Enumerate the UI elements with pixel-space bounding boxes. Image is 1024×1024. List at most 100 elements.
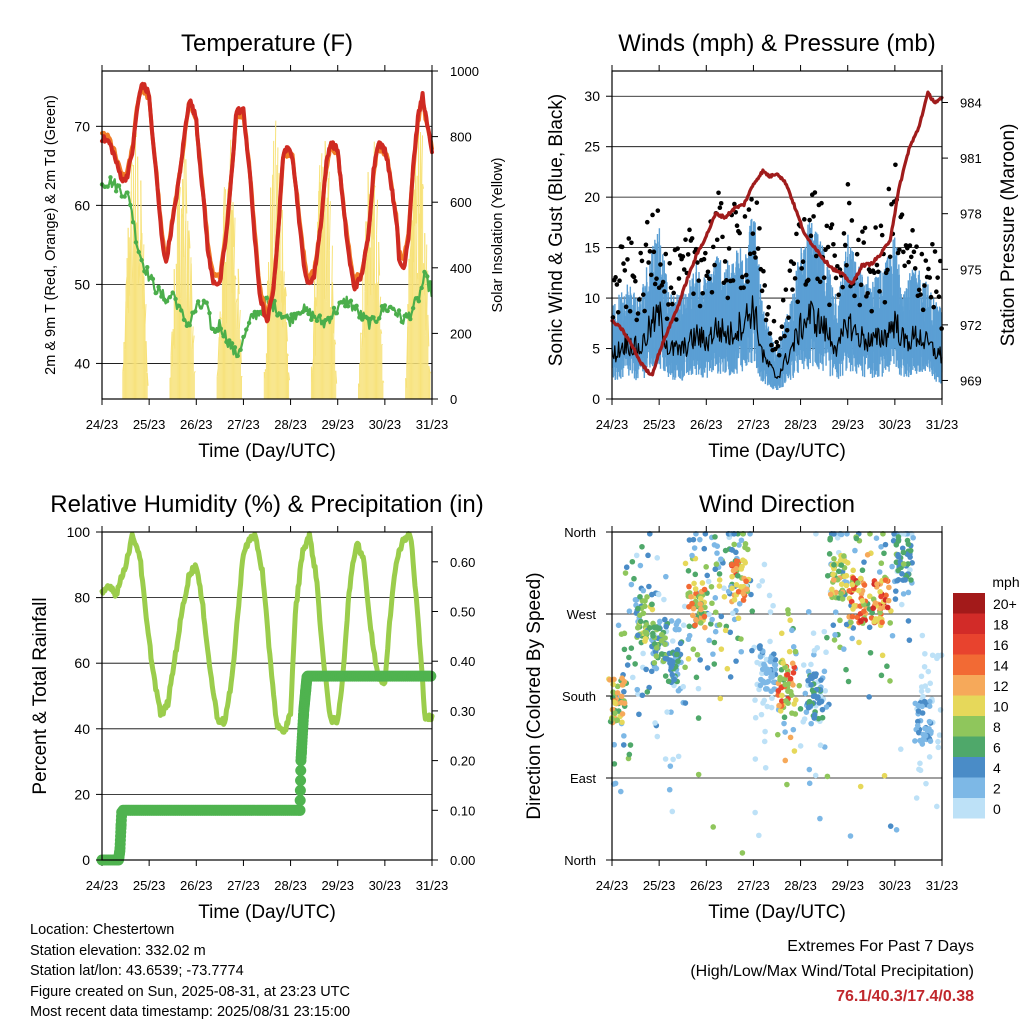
- gust-point: [681, 267, 687, 272]
- direction-point: [642, 598, 648, 604]
- x-tick-label: 30/23: [369, 878, 402, 893]
- direction-point: [866, 624, 873, 631]
- gust-point: [732, 201, 737, 207]
- direction-point: [762, 764, 769, 771]
- dewpoint-point: [193, 309, 198, 314]
- direction-point: [735, 588, 742, 595]
- direction-point: [646, 583, 652, 590]
- direction-point: [900, 591, 907, 597]
- station-location: Location: Chestertown: [30, 922, 175, 938]
- dewpoint-point: [207, 310, 212, 316]
- plot-border: [101, 70, 433, 400]
- direction-point: [758, 711, 765, 718]
- direction-point: [782, 757, 789, 764]
- gust-point: [701, 256, 707, 262]
- direction-point: [682, 664, 688, 671]
- direction-point: [882, 577, 889, 583]
- direction-point: [893, 827, 900, 833]
- direction-point: [819, 706, 826, 713]
- gust-point: [613, 275, 618, 280]
- direction-point: [892, 596, 899, 602]
- y2-tick-label: 0.30: [450, 704, 475, 719]
- gust-point: [808, 233, 814, 239]
- dewpoint-point: [405, 314, 410, 319]
- direction-point: [815, 715, 822, 722]
- direction-point: [619, 682, 626, 688]
- direction-point: [698, 620, 704, 626]
- direction-point: [894, 577, 900, 584]
- direction-point: [637, 593, 643, 600]
- direction-point: [712, 534, 718, 540]
- dewpoint-point: [303, 308, 308, 313]
- direction-point: [697, 536, 703, 543]
- gust-point: [885, 267, 890, 273]
- precip-point: [425, 670, 437, 682]
- solar-bar: [235, 298, 238, 303]
- x-tick-label: 27/23: [227, 878, 260, 893]
- solar-bar: [271, 174, 274, 299]
- gust-point: [635, 311, 641, 316]
- gust-point: [769, 342, 774, 348]
- legend-swatch: [953, 695, 985, 716]
- direction-point: [663, 623, 669, 630]
- direction-point: [872, 600, 879, 606]
- direction-point: [926, 718, 933, 725]
- direction-point: [622, 570, 629, 576]
- solar-bar: [274, 120, 277, 193]
- solar-bar: [320, 153, 323, 191]
- x-tick-label: 27/23: [227, 417, 260, 432]
- direction-point: [711, 639, 718, 646]
- y-tick-label: South: [562, 689, 596, 704]
- gust-point: [746, 207, 752, 212]
- solar-bar: [270, 187, 273, 284]
- gust-point: [907, 243, 913, 248]
- direction-point: [611, 741, 617, 748]
- dewpoint-line: [100, 176, 433, 359]
- direction-point: [821, 628, 828, 635]
- direction-point: [878, 560, 885, 567]
- direction-point: [618, 631, 625, 637]
- gust-point: [676, 276, 682, 281]
- direction-point: [626, 654, 632, 661]
- direction-point: [791, 748, 798, 754]
- direction-point: [830, 577, 837, 583]
- direction-point: [797, 706, 804, 712]
- direction-point: [752, 809, 758, 816]
- direction-point: [738, 537, 745, 544]
- y-tick-label: West: [567, 607, 597, 622]
- legend-swatch: [953, 613, 985, 634]
- direction-point: [904, 537, 911, 544]
- direction-point: [837, 557, 844, 564]
- direction-point: [691, 580, 697, 587]
- y-tick-label: 0: [82, 852, 90, 868]
- direction-point: [698, 606, 704, 613]
- gust-point: [703, 250, 708, 256]
- x-tick-label: 26/23: [180, 878, 213, 893]
- direction-point: [837, 617, 843, 624]
- direction-point: [651, 660, 658, 666]
- x-tick-label: 25/23: [643, 417, 676, 432]
- direction-point: [848, 619, 854, 626]
- direction-point: [851, 602, 858, 609]
- dewpoint-point: [122, 194, 127, 199]
- gust-point: [861, 240, 867, 245]
- direction-point: [620, 742, 627, 748]
- direction-point: [922, 683, 929, 689]
- dewpoint-point: [377, 316, 382, 321]
- direction-point: [704, 572, 711, 579]
- gust-point: [629, 240, 634, 246]
- direction-point: [827, 591, 834, 598]
- y2-tick-label: 0.00: [450, 853, 475, 868]
- gust-point: [877, 289, 882, 294]
- direction-point: [716, 583, 723, 589]
- legend-swatch: [953, 593, 985, 614]
- legend-swatch: [953, 716, 985, 737]
- direction-point: [704, 665, 711, 671]
- dewpoint-point: [130, 220, 136, 225]
- gust-point: [926, 266, 931, 272]
- direction-point: [677, 640, 684, 647]
- gust-point: [842, 242, 848, 248]
- direction-point: [895, 551, 901, 558]
- direction-point: [761, 738, 768, 745]
- dewpoint-point: [136, 249, 141, 255]
